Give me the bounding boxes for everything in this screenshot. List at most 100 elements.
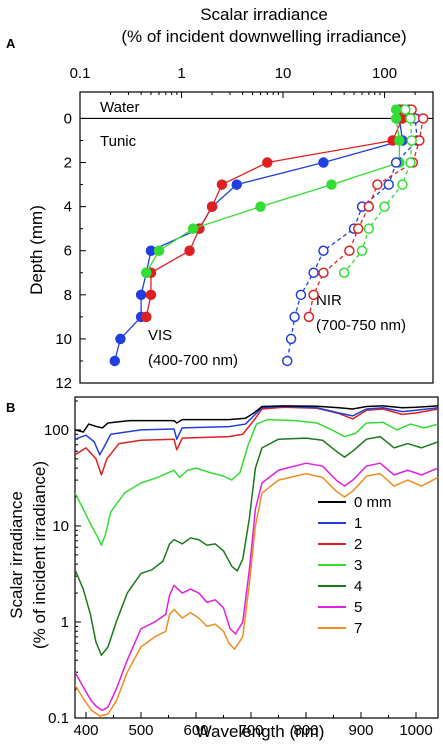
panel-a-ytick-label: 4 [64, 199, 72, 216]
legend-label: 7 [354, 620, 362, 637]
panel-a-xtick-label: 1 [177, 65, 185, 82]
depth-data-point [231, 179, 243, 190]
panel-a-xtick-label: 10 [275, 65, 292, 82]
panel-a-title: Scalar irradiance [200, 5, 328, 24]
depth-data-point [115, 333, 126, 345]
panel-a-ylabel: Depth (mm) [27, 205, 46, 295]
depth-data-point [141, 311, 152, 323]
depth-profile-line [308, 109, 424, 317]
legend-label: 4 [354, 578, 362, 595]
depth-data-point [281, 355, 293, 367]
panel-b-ytick-label: 0.1 [48, 710, 69, 727]
panel-b-frame [74, 396, 439, 719]
panel-b-xlabel: Wavelength (nm) [196, 722, 325, 741]
depth-data-point [397, 179, 408, 190]
panel-a-ytick-label: 6 [64, 243, 72, 260]
panel-b-ytick-label: 1 [61, 614, 69, 631]
depth-data-point [318, 157, 329, 168]
panel-b-ylabel: Scalar irradiance [7, 491, 26, 619]
legend-label: 3 [354, 557, 362, 574]
tunic-label: Tunic [100, 133, 137, 150]
depth-data-point [153, 245, 165, 256]
depth-data-point [400, 104, 411, 115]
panel-a-ytick-label: 2 [64, 155, 72, 172]
panel-a-ytick-label: 12 [55, 375, 72, 392]
spectrum-line-0-mm [75, 405, 438, 433]
depth-data-point [216, 179, 228, 190]
panel-a-label: A [6, 36, 16, 51]
depth-data-point [352, 223, 364, 234]
depth-data-point [308, 289, 319, 301]
depth-data-point [394, 135, 405, 146]
depth-data-point [109, 355, 121, 367]
legend-label: 1 [354, 515, 362, 532]
spectrum-line-5 [75, 462, 438, 712]
panel-a-xtick-label: 100 [372, 65, 397, 82]
depth-data-point [383, 179, 395, 190]
depth-data-point [405, 157, 416, 168]
depth-data-point [187, 223, 199, 234]
panel-b-xtick-label: 800 [293, 722, 318, 739]
panel-a-ytick-label: 0 [64, 110, 72, 127]
depth-profile-line [145, 109, 404, 317]
panel-b-xtick-label: 700 [238, 722, 263, 739]
depth-data-point [372, 179, 383, 190]
depth-series-green-nir [338, 104, 417, 279]
depth-data-point [326, 179, 337, 190]
vis-label: VIS [148, 327, 172, 344]
depth-data-point [356, 245, 368, 256]
depth-series-red-vis [141, 104, 408, 323]
panel-a-subtitle: (% of incident downwelling irradiance) [121, 27, 406, 46]
depth-data-point [363, 223, 375, 234]
panel-b-xtick-label: 1000 [399, 722, 432, 739]
spectrum-line-7 [75, 472, 438, 717]
depth-data-point [255, 201, 266, 212]
legend-label: 5 [354, 599, 362, 616]
depth-data-point [262, 157, 273, 168]
depth-data-point [390, 157, 402, 168]
depth-data-point [135, 289, 147, 301]
water-label: Water [100, 99, 139, 116]
depth-data-point [390, 104, 402, 115]
depth-data-point [141, 267, 152, 279]
depth-data-point [344, 245, 355, 256]
panel-b-ytick-label: 10 [52, 518, 69, 535]
spectrum-line-2 [75, 406, 438, 476]
spectrum-line-4 [75, 435, 438, 657]
depth-data-point [303, 311, 315, 323]
panel-b-label: B [6, 400, 15, 415]
vis-range-label: (400-700 nm) [148, 352, 238, 369]
depth-data-point [145, 289, 157, 301]
nir-label: NIR [316, 292, 342, 309]
panel-b-xtick-label: 500 [128, 722, 153, 739]
depth-data-point [285, 333, 297, 345]
depth-data-point [289, 311, 300, 323]
panel-a-ytick-label: 8 [64, 287, 72, 304]
spectrum-line-3 [75, 418, 438, 546]
depth-data-point [390, 113, 402, 124]
panel-b-ylabel2: (% of incident irradiance) [30, 461, 49, 649]
panel-a-xtick-label: 0.1 [70, 65, 91, 82]
depth-data-point [338, 267, 350, 279]
nir-range-label: (700-750 nm) [316, 317, 406, 334]
depth-data-point [318, 267, 329, 279]
depth-data-point [295, 289, 307, 301]
panel-a-ytick-label: 10 [55, 331, 72, 348]
depth-data-point [363, 201, 375, 212]
panel-b-xtick-label: 400 [73, 722, 98, 739]
depth-data-point [206, 201, 218, 212]
depth-data-point [417, 113, 429, 124]
depth-data-point [406, 135, 417, 146]
panel-b-xtick-label: 900 [348, 722, 373, 739]
spectrum-line-1 [75, 405, 438, 456]
panel-a-frame [79, 91, 434, 384]
depth-data-point [379, 201, 390, 212]
depth-series-green-vis [141, 104, 405, 279]
panel-b-ytick-label: 100 [44, 422, 69, 439]
legend-label: 0 mm [354, 494, 392, 511]
legend-label: 2 [354, 536, 362, 553]
depth-data-point [318, 245, 329, 256]
depth-data-point [308, 267, 319, 279]
depth-data-point [184, 245, 195, 256]
